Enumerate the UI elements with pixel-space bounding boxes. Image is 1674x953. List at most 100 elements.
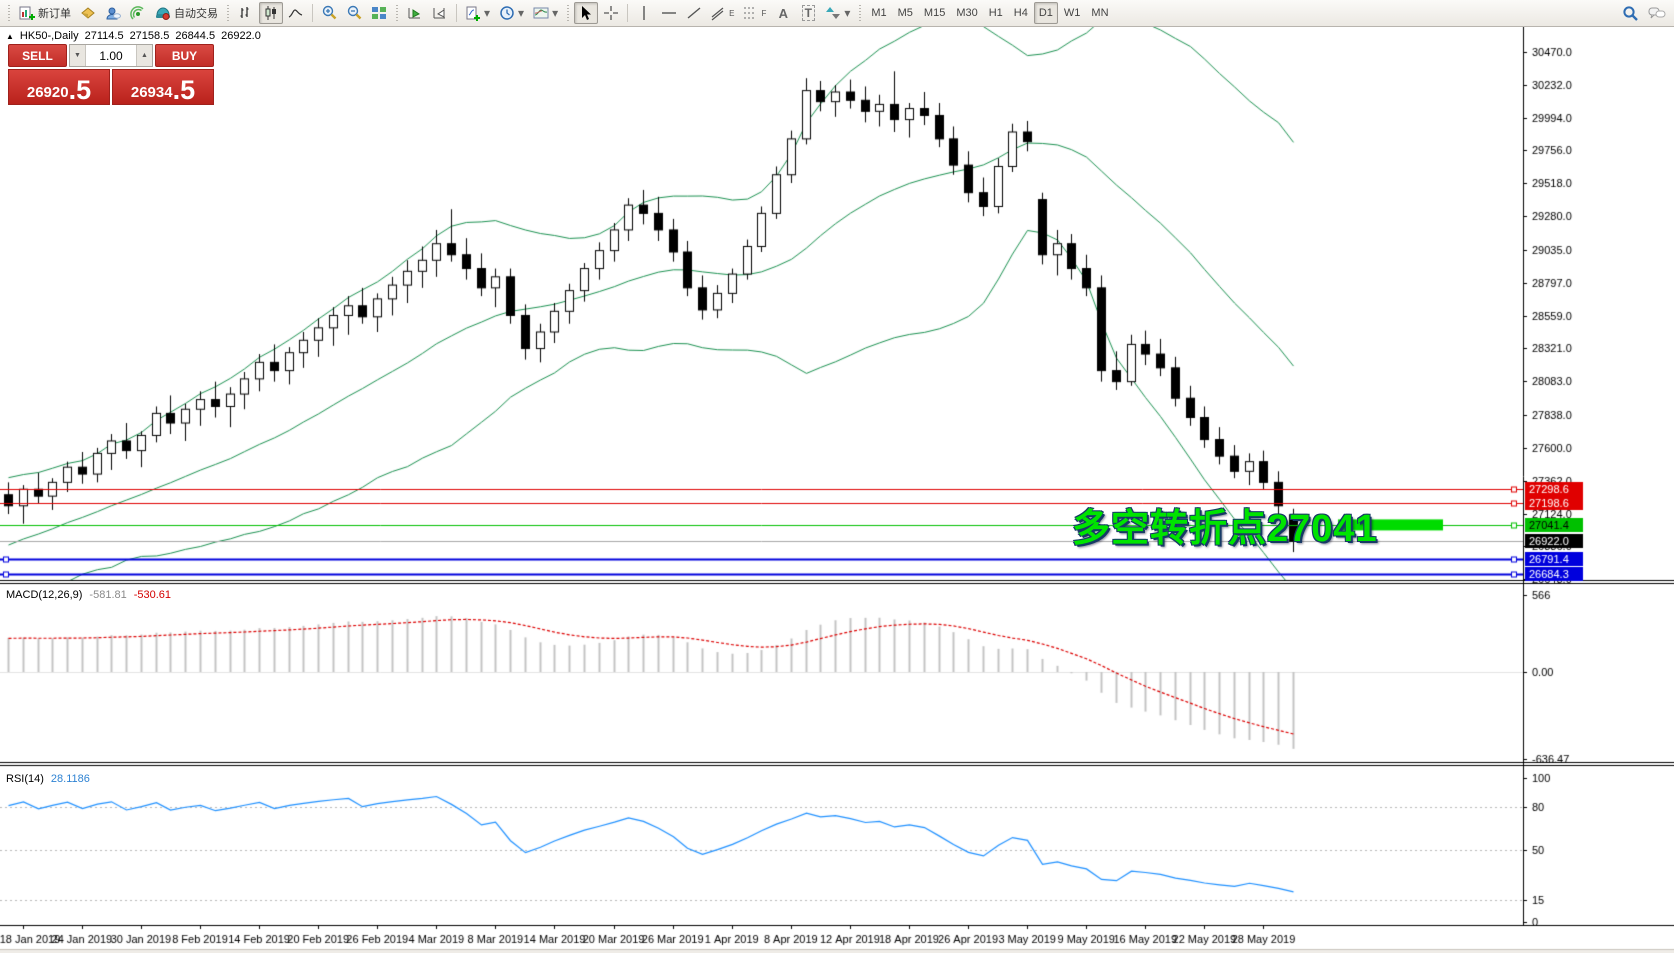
- horizontal-line-icon: [661, 5, 677, 21]
- arrows-icon: [825, 5, 841, 21]
- cursor-button[interactable]: [574, 2, 599, 24]
- search-icon: [1622, 5, 1639, 22]
- tf-h1-button[interactable]: H1: [988, 7, 1003, 19]
- price-chart-canvas[interactable]: [0, 27, 1674, 953]
- crosshair-button[interactable]: [599, 2, 623, 24]
- indicators-icon: [465, 5, 481, 21]
- buy-button[interactable]: BUY: [155, 44, 214, 67]
- tf-m30-button[interactable]: M30: [956, 7, 978, 19]
- periods-button[interactable]: ▾: [495, 2, 528, 24]
- tile-windows-icon: [371, 5, 387, 21]
- candlestick-chart-icon: [263, 5, 279, 21]
- chat-button[interactable]: [1644, 2, 1670, 24]
- line-chart-icon: [288, 5, 304, 21]
- text-button[interactable]: A: [771, 2, 795, 24]
- signals-icon: [130, 5, 146, 21]
- dropdown-caret: ▾: [484, 6, 491, 20]
- channel-button[interactable]: E: [707, 2, 738, 24]
- rsi-name: RSI(14): [6, 773, 44, 785]
- macd-label: MACD(12,26,9) -581.81 -530.61: [6, 589, 171, 601]
- rsi-label: RSI(14) 28.1186: [6, 773, 90, 785]
- cascade-charts-icon: [432, 5, 448, 21]
- zoom-in-button[interactable]: [317, 2, 341, 24]
- line-chart-button[interactable]: [284, 2, 308, 24]
- fibonacci-button[interactable]: F: [739, 2, 770, 24]
- tf-mn-button[interactable]: MN: [1091, 7, 1109, 19]
- trendline-icon: [686, 5, 702, 21]
- volume-stepper: ▼ ▲: [69, 44, 153, 67]
- signals-button[interactable]: [126, 2, 150, 24]
- high-value: 27158.5: [129, 30, 170, 42]
- window-expand-icon[interactable]: ▲: [6, 31, 14, 41]
- volume-decrease-button[interactable]: ▼: [70, 45, 85, 66]
- sell-price-box[interactable]: 26920 .5: [8, 69, 110, 105]
- templates-icon: [533, 5, 549, 21]
- volume-increase-button[interactable]: ▲: [137, 45, 152, 66]
- periods-icon: [499, 5, 515, 21]
- tf-w1-button[interactable]: W1: [1063, 7, 1081, 19]
- tile-windows-button[interactable]: [367, 2, 391, 24]
- candlestick-chart-button[interactable]: [259, 2, 283, 24]
- new-order-button[interactable]: 新订单: [15, 2, 75, 24]
- dropdown-caret: ▾: [518, 6, 525, 20]
- toolbar-grip[interactable]: [225, 3, 231, 23]
- chart-annotation: 多空转折点27041: [1072, 508, 1378, 550]
- tf-d1-button[interactable]: D1: [1033, 2, 1058, 24]
- vertical-line-icon: [636, 5, 652, 21]
- close-value: 26922.0: [221, 30, 261, 42]
- indicators-button[interactable]: ▾: [461, 2, 494, 24]
- trendline-button[interactable]: [682, 2, 706, 24]
- cursor-icon: [578, 5, 594, 21]
- dropdown-caret: ▾: [552, 6, 559, 20]
- tf-m1-button[interactable]: M1: [871, 7, 887, 19]
- label-button[interactable]: T: [796, 2, 820, 24]
- cascade-charts-button[interactable]: [428, 2, 452, 24]
- one-click-trading-panel: SELL ▼ ▲ BUY 26920 .5 26934 .5: [8, 44, 214, 105]
- buy-price: 26934: [130, 84, 173, 101]
- open-value: 27114.5: [84, 30, 124, 42]
- zoom-out-button[interactable]: [342, 2, 366, 24]
- templates-button[interactable]: ▾: [529, 2, 562, 24]
- buy-price-pips: .5: [172, 75, 196, 106]
- autotrading-button[interactable]: 自动交易: [151, 2, 222, 24]
- arrange-charts-icon: [407, 5, 423, 21]
- crosshair-icon: [603, 5, 619, 21]
- main-toolbar: 新订单 自动交易: [0, 0, 1674, 27]
- market-button[interactable]: [76, 2, 100, 24]
- macd-main-value: -581.81: [89, 589, 127, 601]
- volume-input[interactable]: [85, 45, 137, 66]
- arrows-button[interactable]: ▾: [821, 2, 854, 24]
- bar-chart-button[interactable]: [234, 2, 258, 24]
- tf-m5-button[interactable]: M5: [897, 7, 913, 19]
- toolbar-grip[interactable]: [394, 3, 400, 23]
- horizontal-line-button[interactable]: [657, 2, 681, 24]
- buy-price-box[interactable]: 26934 .5: [112, 69, 214, 105]
- tf-h4-button[interactable]: H4: [1013, 7, 1028, 19]
- macd-signal-value: -530.61: [133, 589, 172, 601]
- toolbar-grip[interactable]: [857, 3, 864, 23]
- toolbar-grip[interactable]: [6, 3, 12, 23]
- tf-m15-button[interactable]: M15: [923, 7, 946, 19]
- bar-chart-icon: [238, 5, 254, 21]
- chart-window: ▲ HK50-,Daily 27114.5 27158.5 26844.5 26…: [0, 27, 1674, 953]
- chart-header: ▲ HK50-,Daily 27114.5 27158.5 26844.5 26…: [6, 30, 261, 42]
- market-icon: [80, 5, 96, 21]
- vertical-line-button[interactable]: [632, 2, 656, 24]
- search-button[interactable]: [1618, 2, 1643, 24]
- community-button[interactable]: [101, 2, 125, 24]
- text-icon: A: [778, 5, 789, 21]
- low-value: 26844.5: [175, 30, 216, 42]
- sell-button[interactable]: SELL: [8, 44, 67, 67]
- zoom-in-icon: [321, 5, 337, 21]
- arrange-charts-button[interactable]: [403, 2, 427, 24]
- sell-price-pips: .5: [68, 75, 92, 106]
- sell-price: 26920: [26, 84, 69, 101]
- dropdown-caret: ▾: [844, 6, 851, 20]
- symbol-period-label: HK50-,Daily: [19, 30, 79, 42]
- autotrading-icon: [155, 5, 171, 21]
- community-icon: [105, 5, 121, 21]
- channel-icon: [711, 5, 725, 21]
- toolbar-grip[interactable]: [565, 3, 572, 23]
- zoom-out-icon: [346, 5, 362, 21]
